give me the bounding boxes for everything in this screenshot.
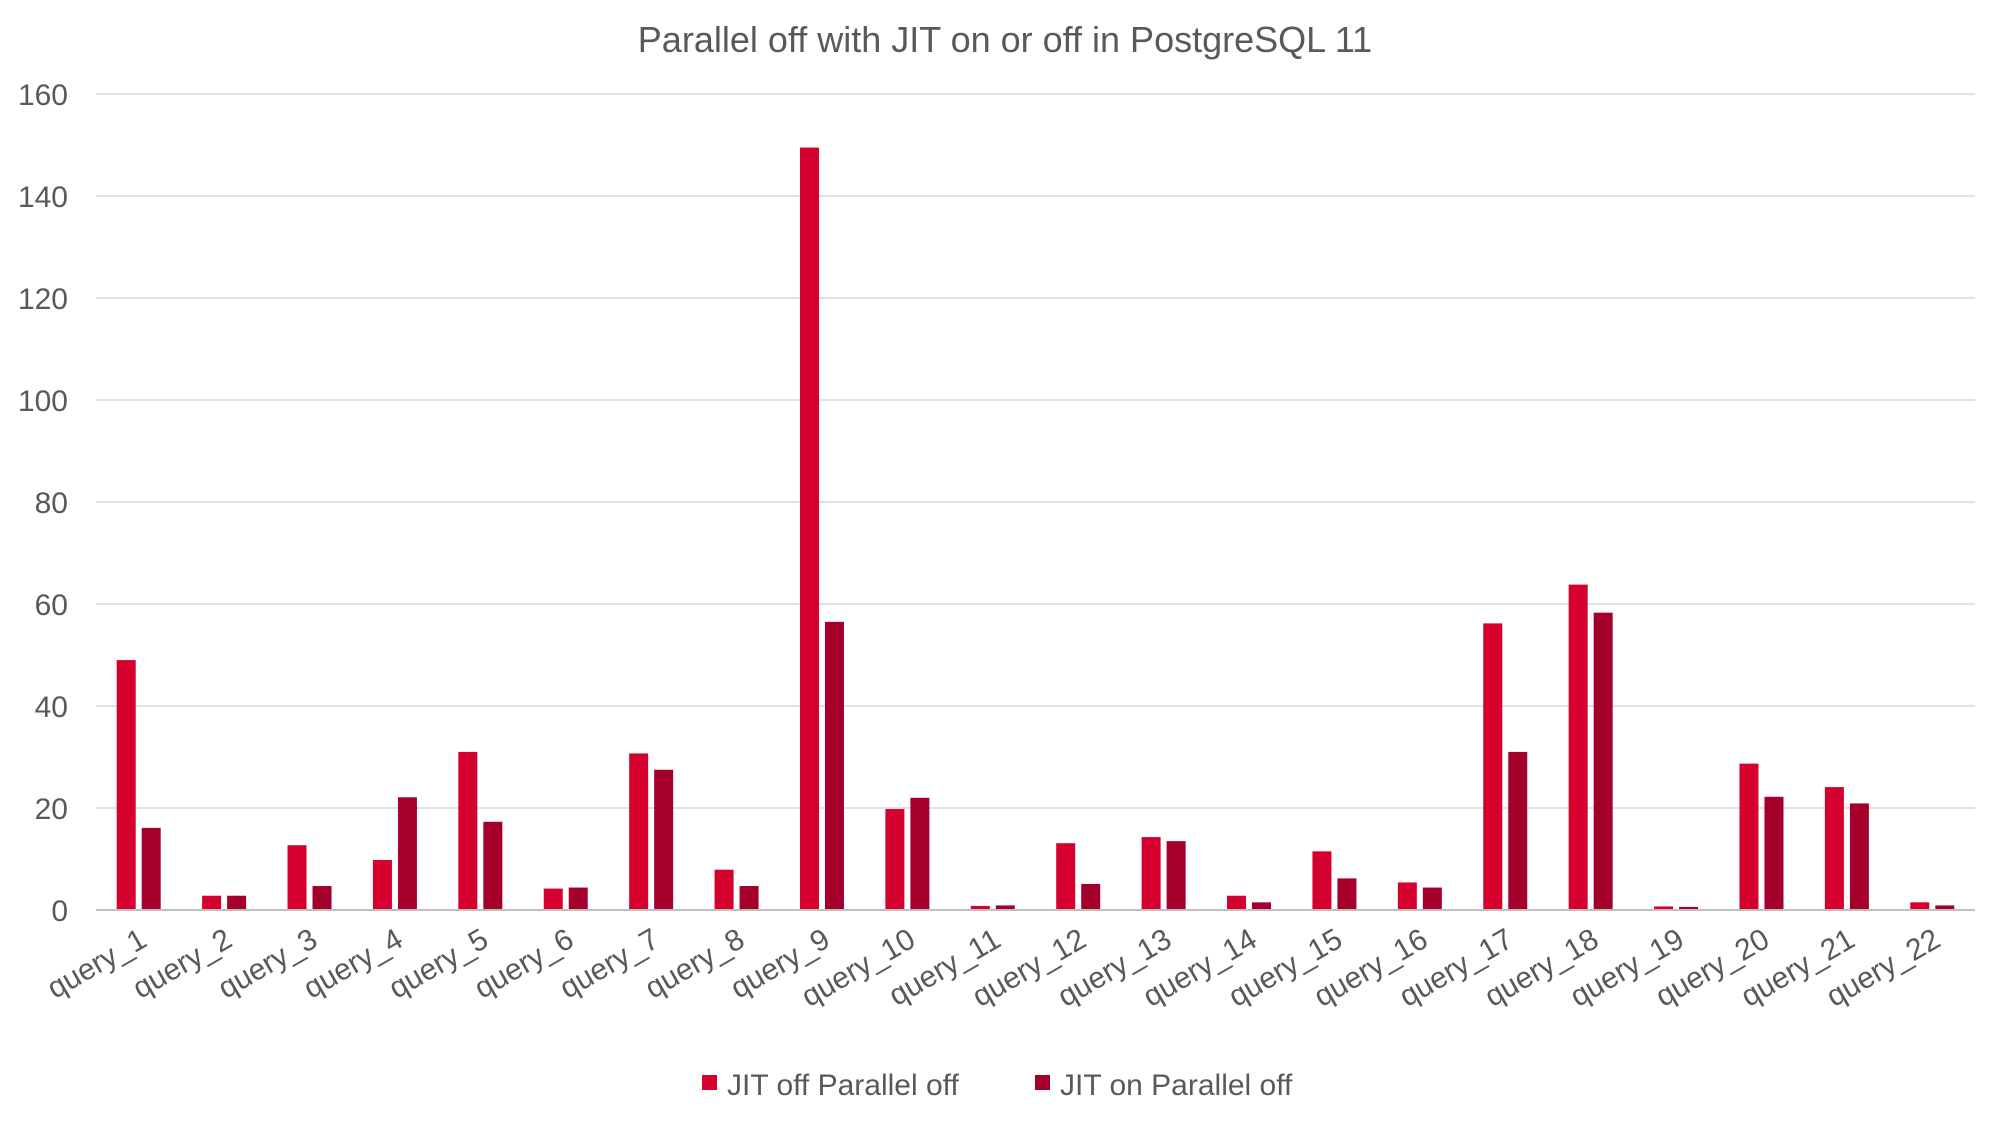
bar-query_1-series-2 [141, 827, 161, 910]
y-tick-label: 40 [35, 691, 68, 724]
legend-swatch [1035, 1075, 1050, 1090]
legend-label: JIT on Parallel off [1060, 1069, 1293, 1102]
y-tick-label: 20 [35, 793, 68, 826]
bar-query_11-series-2 [995, 905, 1015, 910]
bar-query_16-series-1 [1397, 882, 1417, 910]
legend-swatch [702, 1075, 717, 1090]
bar-query_10-series-1 [885, 809, 905, 910]
y-tick-label: 100 [18, 385, 68, 418]
bar-query_7-series-1 [629, 753, 649, 910]
bar-query_21-series-2 [1849, 803, 1869, 910]
bar-query_6-series-2 [568, 887, 588, 910]
y-tick-label: 80 [35, 487, 68, 520]
bar-query_19-series-1 [1654, 906, 1674, 910]
bar-query_19-series-2 [1679, 906, 1699, 910]
bar-query_2-series-2 [227, 895, 247, 910]
bar-query_2-series-1 [202, 895, 222, 910]
bar-query_13-series-1 [1141, 837, 1161, 910]
bar-query_12-series-2 [1081, 883, 1101, 910]
bar-query_8-series-1 [714, 869, 734, 910]
bar-query_9-series-2 [824, 621, 844, 910]
bar-query_3-series-2 [312, 886, 332, 910]
bar-query_4-series-1 [372, 860, 392, 910]
x-axis-tick-labels: query_1query_2query_3query_4query_5query… [42, 922, 1946, 1013]
y-tick-label: 140 [18, 181, 68, 214]
bar-query_1-series-1 [116, 660, 136, 910]
bar-query_18-series-2 [1593, 612, 1613, 910]
y-tick-label: 120 [18, 283, 68, 316]
bar-query_12-series-1 [1056, 843, 1076, 910]
bar-query_14-series-2 [1252, 902, 1272, 910]
bar-query_17-series-2 [1508, 751, 1528, 910]
bar-query_4-series-2 [397, 797, 417, 910]
bar-query_20-series-2 [1764, 796, 1784, 910]
bar-query_3-series-1 [287, 845, 307, 910]
bar-query_5-series-1 [458, 751, 478, 910]
y-tick-label: 0 [51, 895, 68, 928]
bar-query_21-series-1 [1824, 787, 1844, 910]
y-tick-label: 160 [18, 79, 68, 112]
gridlines [96, 93, 1975, 809]
y-tick-label: 60 [35, 589, 68, 622]
bar-query_22-series-2 [1935, 905, 1955, 910]
bar-query_17-series-1 [1483, 623, 1503, 910]
bar-query_15-series-2 [1337, 878, 1357, 910]
chart-title: Parallel off with JIT on or off in Postg… [638, 19, 1372, 60]
bar-query_5-series-2 [483, 821, 503, 910]
bar-query_7-series-2 [654, 769, 674, 910]
bar-query_6-series-1 [543, 888, 563, 910]
legend: JIT off Parallel off JIT on Parallel off [702, 1069, 1293, 1102]
bar-query_13-series-2 [1166, 841, 1186, 910]
bar-query_20-series-1 [1739, 763, 1759, 910]
legend-label: JIT off Parallel off [727, 1069, 959, 1102]
bar-query_10-series-2 [910, 797, 930, 910]
bar-query_14-series-1 [1227, 895, 1247, 910]
bar-query_8-series-2 [739, 886, 759, 910]
bar-query_11-series-1 [970, 905, 990, 910]
bars [116, 147, 1955, 911]
bar-query_16-series-2 [1422, 887, 1442, 910]
bar-query_18-series-1 [1568, 584, 1588, 910]
bar-query_22-series-1 [1910, 902, 1930, 910]
bar-query_9-series-1 [799, 147, 819, 911]
y-axis-tick-labels: 0 20 40 60 80 100 120 140 160 [18, 79, 68, 928]
bar-query_15-series-1 [1312, 851, 1332, 910]
